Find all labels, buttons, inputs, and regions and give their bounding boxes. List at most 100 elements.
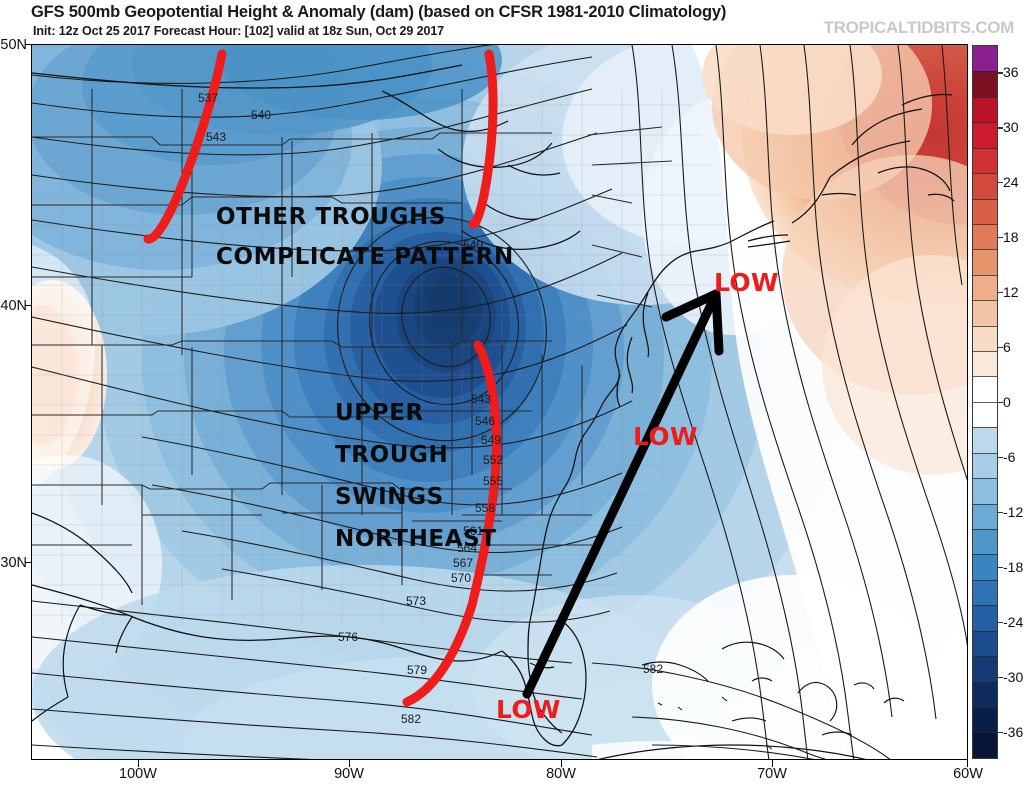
red-trough-north (468, 49, 498, 229)
colorbar-tick-mark (998, 566, 1003, 568)
annotation-trough: TROUGH (335, 442, 449, 468)
colorbar-band (973, 503, 997, 530)
geography (32, 64, 955, 759)
contour-label: 555 (483, 474, 504, 488)
annotation-low-south: LOW (496, 695, 561, 724)
colorbar-band (973, 173, 997, 199)
colorbar-band (973, 529, 997, 555)
contour-label: 537 (198, 91, 219, 105)
arrow-barb-left (661, 289, 721, 322)
colorbar-tick-mark (998, 676, 1003, 678)
colorbar-tick-label: -18 (1003, 558, 1024, 575)
colorbar-tick-mark (998, 731, 1003, 733)
colorbar-band (973, 656, 997, 682)
colorbar-tick-mark (998, 72, 1003, 74)
contour-label: 546 (475, 414, 496, 428)
contour-label: 567 (453, 556, 474, 570)
colorbar-band (973, 122, 997, 148)
colorbar-tick-label: -6 (1003, 448, 1016, 465)
colorbar-tick-mark (998, 456, 1003, 459)
colorbar-band (973, 605, 997, 631)
x-tick-label: 80W (546, 766, 576, 782)
colorbar-band (973, 223, 997, 250)
contour-label: 576 (338, 630, 359, 644)
red-trough-main (402, 340, 501, 707)
forecast-meta: Init: 12z Oct 25 2017 Forecast Hour: [10… (33, 24, 445, 38)
colorbar-band (973, 351, 997, 377)
x-tick-label: 100W (119, 766, 157, 782)
red-trough-west (143, 49, 227, 244)
colorbar-band (973, 376, 997, 402)
annotation-northeast: NORTHEAST (335, 526, 497, 552)
colorbar-band (973, 579, 997, 606)
contour-label: 582 (643, 662, 664, 676)
colorbar-band (973, 427, 997, 453)
colorbar-tick-label: 18 (1003, 229, 1019, 246)
colorbar-band (973, 147, 997, 174)
contour-label: 579 (407, 663, 428, 677)
colorbar-band (973, 732, 997, 758)
colorbar-band (973, 71, 997, 97)
colorbar-tick-mark (998, 182, 1003, 184)
y-tick-mark (25, 305, 32, 307)
contour-label: 573 (406, 594, 427, 608)
colorbar-band (973, 554, 997, 580)
colorbar-tick-label: -24 (1003, 613, 1024, 630)
contour-label: 558 (475, 501, 496, 515)
contour-label: 561 (463, 524, 484, 538)
red-trough-markers (143, 49, 501, 707)
contour-label: 570 (451, 571, 472, 585)
x-tick-label: 70W (757, 766, 787, 782)
x-tick-label: 60W (953, 766, 983, 782)
colorbar-tick-label: -12 (1003, 503, 1024, 520)
arrow-shaft (522, 289, 721, 699)
arrow-barb-right (711, 289, 724, 356)
colorbar-tick-mark (998, 621, 1003, 623)
annotation-low-midatlantic: LOW (633, 422, 698, 451)
x-tick-mark (967, 760, 969, 767)
contour-label: 540 (251, 108, 272, 122)
colorbar-band (973, 198, 997, 224)
colorbar-band (973, 249, 997, 275)
y-tick-label: 50N (0, 37, 27, 53)
annotation-upper: UPPER (335, 400, 424, 426)
colorbar-tick-mark (998, 292, 1003, 294)
contour-label: 552 (483, 453, 504, 467)
colorbar-tick-mark (998, 347, 1003, 349)
colorbar-tick-mark (998, 511, 1003, 514)
watermark: TROPICALTIDBITS.COM (823, 18, 1015, 37)
colorbar-band (973, 401, 997, 428)
colorbar-band (973, 681, 997, 707)
colorbar-band (973, 478, 997, 504)
contour-label: 582 (401, 712, 422, 726)
contour-label: 549 (481, 433, 502, 447)
contour-label: 543 (471, 392, 492, 406)
colorbar-tick-label: 6 (1003, 339, 1011, 356)
annotation-other-troughs: OTHER TROUGHS (216, 204, 447, 230)
contour-label: 540 (463, 238, 484, 252)
contour-label: 543 (206, 130, 227, 144)
colorbar-band (973, 274, 997, 301)
colorbar-tick-label: 0 (1003, 394, 1011, 410)
y-tick-mark (25, 44, 32, 46)
x-tick-mark (772, 760, 774, 767)
x-tick-label: 90W (334, 766, 364, 782)
colorbar-tick-label: 24 (1003, 174, 1019, 191)
anomaly-colorbar (972, 45, 998, 759)
anomaly-shading (32, 45, 967, 759)
annotation-complicate-pattern: COMPLICATE PATTERN (216, 244, 514, 270)
colorbar-tick-mark (998, 402, 1003, 404)
colorbar-band (973, 300, 997, 326)
y-tick-label: 40N (0, 298, 27, 314)
annotation-swings: SWINGS (335, 484, 444, 510)
colorbar-band (973, 46, 997, 72)
colorbar-tick-label: 36 (1003, 64, 1019, 81)
x-tick-mark (561, 760, 563, 767)
colorbar-tick-label: -30 (1003, 668, 1024, 685)
y-tick-mark (25, 562, 32, 564)
contour-label: 564 (457, 541, 478, 555)
annotation-low-northeast: LOW (714, 268, 779, 297)
storm-track-arrow (522, 289, 724, 699)
colorbar-band (973, 96, 997, 123)
